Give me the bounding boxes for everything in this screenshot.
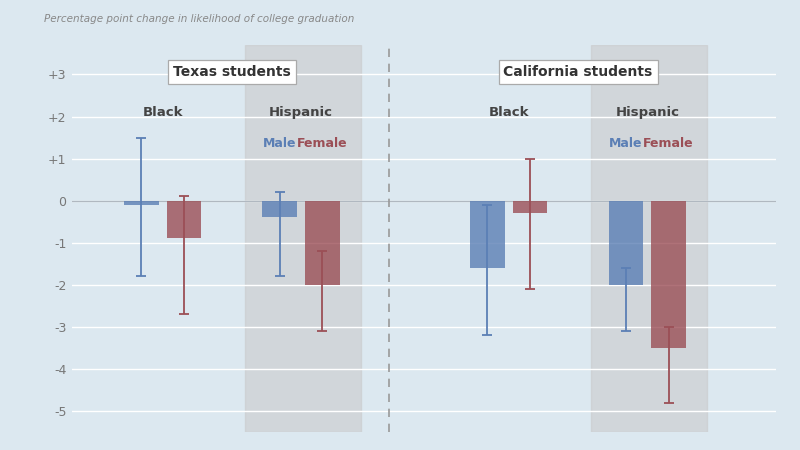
Bar [591, 45, 706, 432]
Text: Percentage point change in likelihood of college graduation: Percentage point change in likelihood of… [44, 14, 354, 23]
Text: Texas students: Texas students [173, 65, 290, 79]
Text: Male: Male [263, 137, 297, 150]
Bar [513, 201, 547, 213]
Bar [651, 201, 686, 348]
Text: Hispanic: Hispanic [615, 106, 679, 119]
Bar [166, 201, 202, 239]
Text: Female: Female [297, 137, 348, 150]
Text: Female: Female [643, 137, 694, 150]
Text: Black: Black [142, 106, 183, 119]
Bar [305, 201, 340, 285]
Bar [609, 201, 643, 285]
Bar [262, 201, 297, 217]
Bar [245, 45, 361, 432]
Text: Hispanic: Hispanic [269, 106, 333, 119]
Bar [470, 201, 505, 268]
Text: Black: Black [489, 106, 529, 119]
Text: California students: California students [503, 65, 653, 79]
Text: Male: Male [610, 137, 642, 150]
Bar [124, 201, 158, 205]
